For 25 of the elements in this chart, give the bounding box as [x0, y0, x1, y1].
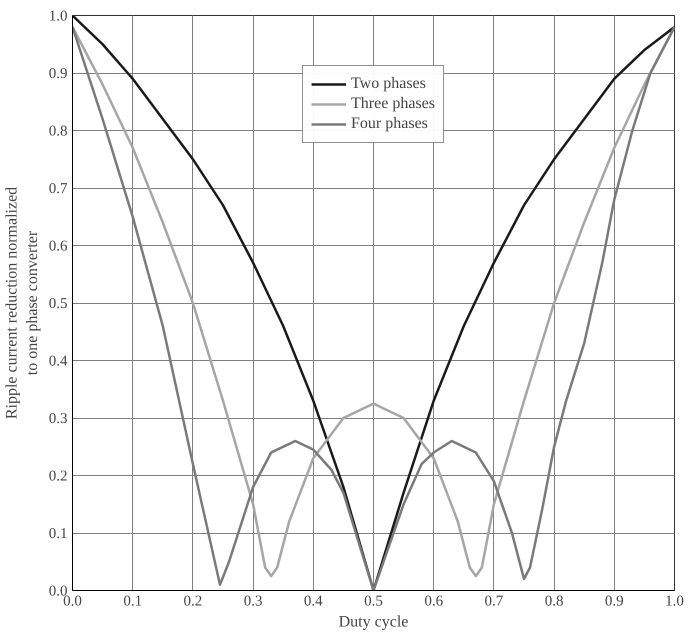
- x-tick-label: 0.7: [484, 594, 504, 610]
- y-tick-label: 0.9: [48, 66, 68, 82]
- x-axis-title: Duty cycle: [338, 614, 408, 630]
- y-tick-label: 1.0: [48, 8, 68, 24]
- y-tick-label: 0.2: [48, 468, 68, 484]
- y-tick-label: 0.3: [48, 411, 68, 427]
- x-tick-label: 1.0: [665, 594, 684, 610]
- legend-label: Three phases: [351, 95, 435, 113]
- y-axis-title: Ripple current reduction normalized to one phase converter: [3, 186, 41, 420]
- y-tick-label: 0.8: [48, 124, 68, 140]
- x-tick-label: 0.8: [544, 594, 564, 610]
- legend-label: Two phases: [351, 75, 426, 93]
- x-tick-label: 0.5: [364, 594, 383, 610]
- y-tick-label: 0.6: [48, 238, 68, 254]
- x-tick-label: 0.3: [244, 594, 262, 610]
- x-tick-label: 0.4: [304, 594, 324, 610]
- y-tick-label: 0.1: [48, 526, 68, 542]
- x-tick-label: 0.1: [123, 594, 142, 610]
- x-tick-label: 0.2: [184, 594, 202, 610]
- y-tick-label: 0.4: [48, 354, 68, 370]
- y-tick-label: 0.5: [48, 296, 68, 312]
- x-tick-label: 0.6: [424, 594, 444, 610]
- x-tick-label: 0.9: [604, 594, 624, 610]
- legend-label: Four phases: [351, 115, 428, 133]
- y-tick-label: 0.7: [48, 181, 68, 197]
